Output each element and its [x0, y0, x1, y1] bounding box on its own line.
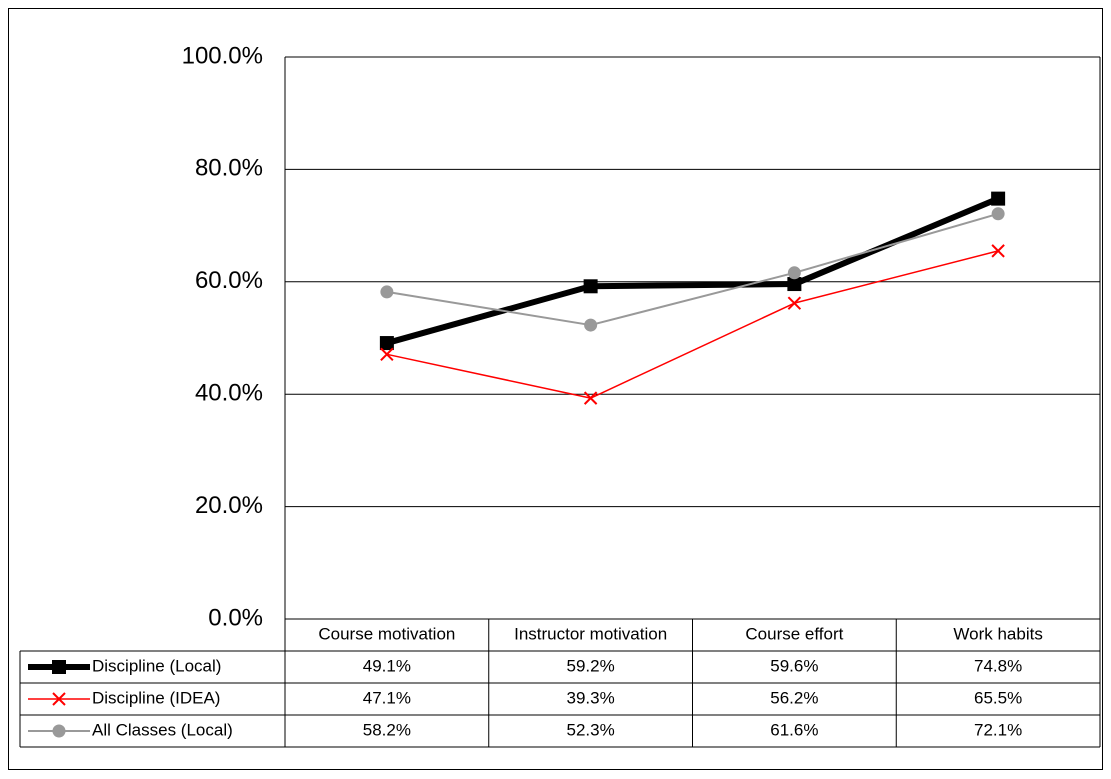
data-point — [787, 266, 801, 280]
table-value: 58.2% — [363, 720, 411, 739]
data-point — [991, 207, 1005, 221]
data-point — [380, 285, 394, 299]
table-value: 59.6% — [770, 656, 818, 675]
y-tick-label: 80.0% — [195, 155, 263, 182]
y-tick-label: 100.0% — [182, 42, 263, 69]
x-tick-label: Course effort — [745, 624, 843, 643]
table-value: 74.8% — [974, 656, 1022, 675]
data-point — [583, 279, 598, 294]
series-line — [386, 250, 999, 399]
y-tick-label: 0.0% — [208, 604, 263, 631]
chart-border — [8, 8, 1103, 770]
table-value: 72.1% — [974, 720, 1022, 739]
x-tick-label: Work habits — [953, 624, 1042, 643]
legend-label: Discipline (IDEA) — [92, 688, 220, 707]
legend-label: All Classes (Local) — [92, 720, 233, 739]
data-point — [787, 296, 802, 310]
legend-key-marker — [52, 724, 66, 738]
data-point — [380, 347, 394, 362]
x-tick-label: Instructor motivation — [514, 624, 667, 643]
table-value: 39.3% — [567, 688, 615, 707]
table-value: 59.2% — [567, 656, 615, 675]
table-value: 61.6% — [770, 720, 818, 739]
data-point — [787, 277, 802, 292]
data-point — [991, 191, 1006, 206]
y-tick-label: 40.0% — [195, 380, 263, 407]
series-line — [386, 195, 1000, 346]
y-tick-label: 20.0% — [195, 492, 263, 519]
legend-key-marker — [52, 660, 66, 674]
data-point — [379, 336, 394, 351]
data-point — [991, 244, 1005, 258]
data-point — [584, 318, 598, 332]
x-tick-label: Course motivation — [318, 624, 455, 643]
table-value: 56.2% — [770, 688, 818, 707]
legend-key-marker — [52, 692, 66, 706]
table-value: 49.1% — [363, 656, 411, 675]
table-value: 52.3% — [567, 720, 615, 739]
table-value: 65.5% — [974, 688, 1022, 707]
y-tick-label: 60.0% — [195, 267, 263, 294]
data-point — [583, 391, 598, 405]
table-value: 47.1% — [363, 688, 411, 707]
series-line — [386, 212, 999, 327]
legend-label: Discipline (Local) — [92, 656, 221, 675]
